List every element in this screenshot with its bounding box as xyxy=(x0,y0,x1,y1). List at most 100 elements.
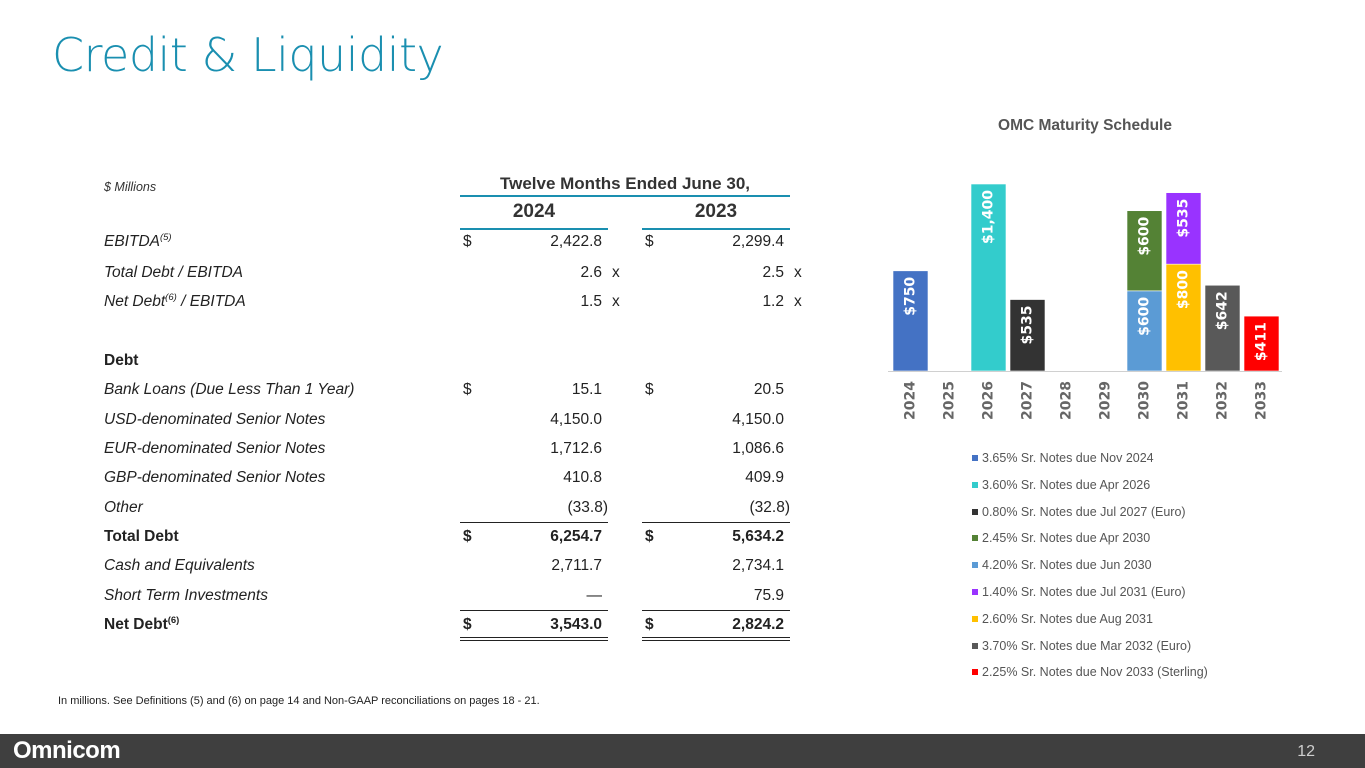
x-tick-label: 2031 xyxy=(1176,381,1192,420)
row-label: Short Term Investments xyxy=(104,587,268,605)
row-label-text: Other xyxy=(104,499,143,516)
footer-bar: Omnicom 12 xyxy=(0,734,1365,768)
value-2023: (32.8) xyxy=(749,499,791,516)
legend-swatch xyxy=(972,455,978,461)
row-label-text: Total Debt / EBITDA xyxy=(104,264,243,281)
table-row: Other (33.8) (32.8) xyxy=(0,499,900,519)
row-label-text: Bank Loans (Due Less Than 1 Year) xyxy=(104,381,355,398)
net-debt-double-rule-2024 xyxy=(460,637,608,641)
data-label: $750 xyxy=(903,277,919,316)
legend-swatch xyxy=(972,535,978,542)
chart-title: OMC Maturity Schedule xyxy=(998,117,1172,134)
period-underline xyxy=(460,195,790,197)
data-label: $800 xyxy=(1176,270,1192,309)
bar-segment-2031 xyxy=(1165,263,1202,372)
row-label: Total Debt xyxy=(104,528,179,546)
x-tick-label: 2030 xyxy=(1137,381,1153,420)
data-label: $411 xyxy=(1254,322,1270,361)
value-2024: 2.6 xyxy=(580,264,602,281)
suffix-2023: x xyxy=(794,264,802,281)
row-label-text: GBP-denominated Senior Notes xyxy=(104,469,326,486)
row-label: Net Debt(6) xyxy=(104,616,179,634)
bar-segment-2027 xyxy=(1009,299,1046,372)
row-label: Total Debt / EBITDA xyxy=(104,264,243,282)
currency-2024: $ xyxy=(463,381,472,398)
value-2023: 2.5 xyxy=(762,264,784,281)
x-tick-label: 2032 xyxy=(1215,381,1231,420)
currency-2023: $ xyxy=(645,528,654,545)
value-2024: 3,543.0 xyxy=(550,616,602,633)
row-label-text: Short Term Investments xyxy=(104,587,268,604)
year-2024-header: 2024 xyxy=(512,201,556,222)
row-label: Net Debt(6) / EBITDA xyxy=(104,293,246,311)
value-2023: 1.2 xyxy=(762,293,784,310)
value-2023: 409.9 xyxy=(745,469,784,486)
row-label-footnote: (6) xyxy=(165,291,177,303)
table-row: Debt xyxy=(0,352,900,372)
currency-2024: $ xyxy=(463,233,472,250)
legend-swatch xyxy=(972,669,978,676)
bar-segment-2024 xyxy=(892,270,929,372)
x-tick-label: 2026 xyxy=(981,381,997,420)
legend-label: 2.60% Sr. Notes due Aug 2031 xyxy=(982,611,1153,626)
footnote: In millions. See Definitions (5) and (6)… xyxy=(58,695,540,707)
legend-label: 3.60% Sr. Notes due Apr 2026 xyxy=(982,477,1151,492)
x-tick-label: 2024 xyxy=(903,381,919,420)
value-2024: — xyxy=(586,587,603,604)
row-label: GBP-denominated Senior Notes xyxy=(104,469,325,487)
value-2024: 4,150.0 xyxy=(550,411,602,428)
table-row: Net Debt(6) $3,543.0 $2,824.2 xyxy=(0,616,900,636)
net-debt-double-rule-2023 xyxy=(642,637,790,641)
data-label: $600 xyxy=(1137,297,1153,336)
table-row: Short Term Investments — 75.9 xyxy=(0,587,900,607)
value-2024: 410.8 xyxy=(563,469,602,486)
data-label: $535 xyxy=(1176,199,1192,238)
legend-label: 0.80% Sr. Notes due Jul 2027 (Euro) xyxy=(982,504,1186,519)
table-row: Cash and Equivalents 2,711.7 2,734.1 xyxy=(0,557,900,577)
value-2023: 4,150.0 xyxy=(732,411,784,428)
data-label: $600 xyxy=(1137,216,1153,255)
row-label-text: Debt xyxy=(104,352,139,369)
table-row: USD-denominated Senior Notes 4,150.0 4,150… xyxy=(0,411,900,431)
value-2023: 20.5 xyxy=(753,381,784,398)
value-2024: (33.8) xyxy=(567,499,609,516)
currency-2023: $ xyxy=(645,233,654,250)
row-label: Bank Loans (Due Less Than 1 Year) xyxy=(104,381,354,399)
row-label-footnote: (5) xyxy=(159,231,172,243)
legend-swatch xyxy=(972,481,978,488)
row-label-text: USD-denominated Senior Notes xyxy=(104,411,326,428)
year-2024-underline xyxy=(460,228,608,230)
maturity-chart: $750 $1,400 $535 $600 $600 $800 $535 $642 $411 20… xyxy=(888,183,1282,420)
x-tick-label: 2029 xyxy=(1098,381,1114,420)
value-2024: 2,711.7 xyxy=(551,557,602,574)
row-label: EUR-denominated Senior Notes xyxy=(104,440,325,458)
value-2023: 2,299.4 xyxy=(732,233,784,250)
legend-swatch xyxy=(972,562,978,569)
value-2024: 1.5 xyxy=(580,293,602,310)
data-label: $535 xyxy=(1020,306,1036,345)
value-2023: 2,824.2 xyxy=(732,616,784,633)
bar-segment-2030 xyxy=(1126,290,1163,372)
row-label-tail: / EBITDA xyxy=(176,293,246,310)
row-label: EBITDA(5) xyxy=(104,233,172,251)
row-label-text: EBITDA xyxy=(104,233,160,250)
value-2023: 1,086.6 xyxy=(732,440,784,457)
value-2024: 15.1 xyxy=(571,381,602,398)
x-tick-label: 2025 xyxy=(942,381,958,420)
value-2024: 2,422.8 xyxy=(550,233,602,250)
currency-2023: $ xyxy=(645,616,654,633)
data-label: $1,400 xyxy=(981,190,997,244)
units-label: $ Millions xyxy=(104,180,157,194)
table-row: EUR-denominated Senior Notes 1,712.6 1,086… xyxy=(0,440,900,460)
row-label: Debt xyxy=(104,352,138,370)
value-2023: 75.9 xyxy=(753,587,784,604)
legend-swatch xyxy=(972,588,978,595)
value-2023: 2,734.1 xyxy=(732,557,784,574)
table-row: GBP-denominated Senior Notes 410.8 409.9 xyxy=(0,469,900,489)
row-label: USD-denominated Senior Notes xyxy=(104,411,325,429)
suffix-2023: x xyxy=(794,293,802,310)
table-row: EBITDA(5) $2,422.8 $2,299.4 xyxy=(0,233,900,253)
currency-2024: $ xyxy=(463,528,472,545)
bar-segment-2033 xyxy=(1243,315,1280,372)
year-2023-underline xyxy=(642,228,790,230)
